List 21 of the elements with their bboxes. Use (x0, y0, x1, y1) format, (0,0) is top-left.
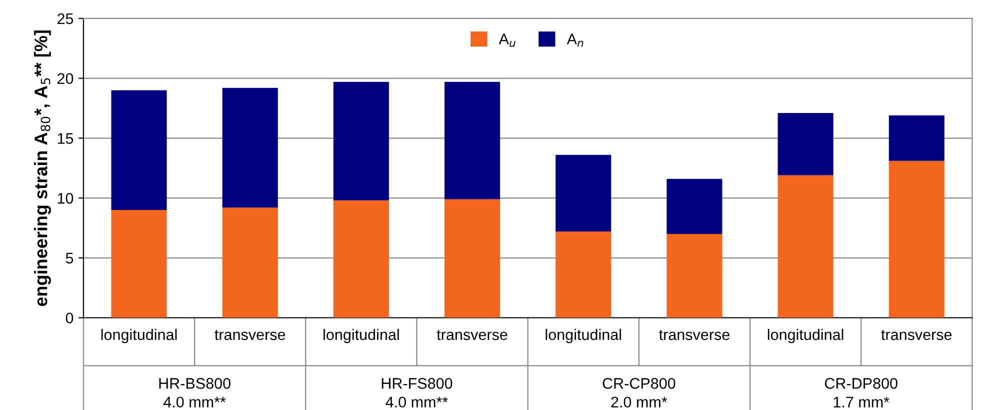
text: HR-FS800 4.0 mm** (382, 378, 452, 408)
y-tick-label: 25 (58, 13, 74, 24)
text: HR-BS800 4.0 mm** (159, 378, 230, 408)
x-tick-label: longitudinal (324, 328, 399, 344)
y-tick-label: 15 (58, 133, 74, 144)
legend-label: A$_{n}$ (566, 34, 584, 47)
x-tick-label: transverse (436, 330, 508, 340)
y-tick-label: 20 (58, 73, 74, 84)
y-tick-label: 10 (58, 192, 74, 204)
text: CR-DP800 1.7 mm* (824, 378, 898, 408)
y-tick-label: 5 (66, 252, 74, 264)
x-tick-label: transverse (659, 330, 730, 340)
x-tick-label: transverse (881, 330, 952, 340)
x-tick-label: longitudinal (101, 328, 177, 344)
x-tick-label: transverse (214, 330, 286, 340)
legend-label: A$_{u}$ (498, 34, 516, 47)
text: CR-CP800 2.0 mm* (602, 378, 676, 408)
y-axis-title: engineering strain A$_{80}$*, A$_{5}$** [%] (34, 30, 51, 306)
y-tick-label: 0 (66, 312, 74, 324)
x-tick-label: longitudinal (546, 328, 621, 344)
x-tick-label: longitudinal (768, 328, 844, 344)
